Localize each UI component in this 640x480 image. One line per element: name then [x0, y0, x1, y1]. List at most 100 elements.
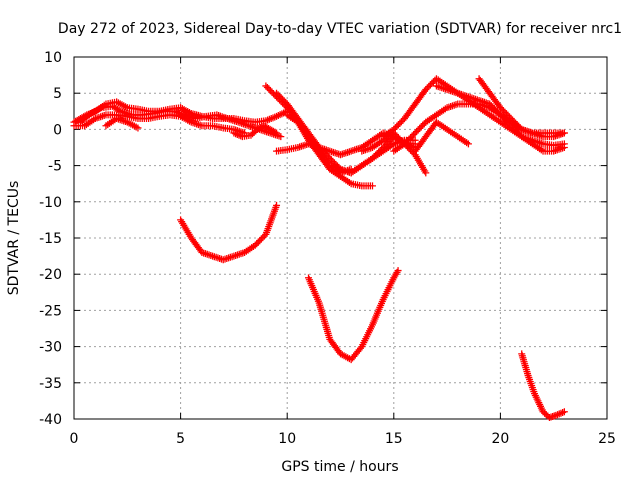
- x-tick-label: 20: [491, 431, 509, 447]
- data-point: [263, 84, 271, 92]
- data-point: [368, 182, 376, 190]
- data-point: [510, 125, 518, 133]
- data-point: [407, 134, 415, 142]
- data-point: [422, 86, 430, 94]
- data-point: [253, 240, 261, 248]
- data-point: [504, 119, 512, 127]
- data-point: [390, 125, 398, 133]
- data-point: [396, 119, 404, 127]
- data-point: [411, 129, 419, 137]
- data-point: [400, 140, 408, 148]
- data-point: [257, 235, 265, 243]
- data-point: [277, 94, 285, 102]
- data-point: [373, 150, 381, 158]
- data-point: [384, 139, 392, 147]
- data-point: [502, 110, 510, 118]
- x-axis-title: GPS time / hours: [281, 459, 398, 475]
- data-point: [266, 87, 274, 95]
- data-point: [268, 88, 276, 96]
- data-point: [486, 100, 494, 108]
- data-point: [404, 143, 412, 151]
- data-point: [385, 137, 393, 145]
- data-point: [378, 145, 386, 153]
- data-point: [326, 154, 334, 162]
- data-point: [425, 82, 433, 90]
- plot-frame: [73, 56, 608, 420]
- data-point: [274, 91, 282, 99]
- data-point: [419, 121, 427, 129]
- y-tick-label: -40: [39, 412, 62, 428]
- data-point: [417, 123, 425, 131]
- data-point: [498, 112, 506, 120]
- data-point: [393, 122, 401, 130]
- data-point: [512, 126, 520, 134]
- data-point: [513, 121, 521, 129]
- data-point: [498, 105, 506, 113]
- data-point: [370, 153, 378, 161]
- data-point: [391, 124, 399, 132]
- data-point: [513, 128, 521, 136]
- data-point: [504, 111, 512, 119]
- data-point: [376, 147, 384, 155]
- data-point: [414, 126, 422, 134]
- x-tick-label: 5: [176, 431, 185, 447]
- data-point: [515, 122, 523, 130]
- data-point: [416, 124, 424, 132]
- y-tick-label: -5: [48, 159, 62, 175]
- tick-labels: 0 5 10 15 20 25 10 5 0 -5 -10 -15 -20 -25 -30 -35 -40: [39, 50, 616, 447]
- x-tick-label: 10: [278, 431, 296, 447]
- y-tick-label: -35: [39, 376, 62, 392]
- data-point: [496, 111, 504, 119]
- y-tick-label: 10: [44, 50, 62, 66]
- data-point: [490, 105, 498, 113]
- data-point: [410, 131, 418, 139]
- data-point: [256, 237, 264, 245]
- data-point: [492, 106, 500, 114]
- data-point: [265, 85, 273, 93]
- data-point: [404, 137, 412, 145]
- data-points: [70, 75, 568, 422]
- data-point: [428, 79, 436, 87]
- data-point: [254, 238, 262, 246]
- y-tick-label: 5: [53, 86, 62, 102]
- data-point: [277, 133, 285, 141]
- data-point: [510, 118, 518, 126]
- data-point: [382, 140, 390, 148]
- x-tick-label: 25: [598, 431, 616, 447]
- data-point: [560, 129, 568, 137]
- data-point: [515, 130, 523, 138]
- x-tick-label: 0: [70, 431, 79, 447]
- data-point: [324, 153, 332, 161]
- data-point: [356, 344, 364, 352]
- data-point: [273, 129, 281, 137]
- data-point: [408, 132, 416, 140]
- data-point: [426, 81, 434, 89]
- data-point: [422, 169, 430, 177]
- data-point: [273, 89, 281, 97]
- data-point: [394, 121, 402, 129]
- chart-title: Day 272 of 2023, Sidereal Day-to-day VTE…: [58, 21, 622, 37]
- data-point: [259, 233, 267, 241]
- data-point: [502, 117, 510, 125]
- y-tick-label: 0: [53, 122, 62, 138]
- data-point: [262, 82, 270, 90]
- data-point: [464, 140, 472, 148]
- data-point: [507, 115, 515, 123]
- data-point: [134, 124, 142, 132]
- data-point: [496, 104, 504, 112]
- data-point: [280, 97, 288, 105]
- data-point: [379, 144, 387, 151]
- data-point: [368, 154, 376, 162]
- data-point: [429, 78, 437, 86]
- y-axis-title: SDTVAR / TECUs: [6, 181, 22, 296]
- data-point: [372, 151, 380, 159]
- data-point: [501, 108, 509, 116]
- data-point: [493, 108, 501, 116]
- data-point: [405, 145, 413, 153]
- data-point: [381, 142, 389, 150]
- data-point: [413, 127, 421, 135]
- data-point: [499, 114, 507, 122]
- data-point: [251, 241, 259, 249]
- data-point: [276, 92, 284, 100]
